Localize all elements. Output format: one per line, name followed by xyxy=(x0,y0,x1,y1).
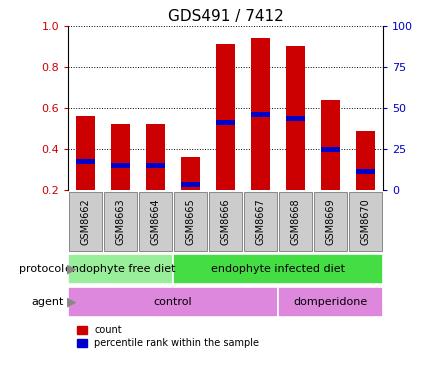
FancyBboxPatch shape xyxy=(314,191,347,251)
Text: GSM8667: GSM8667 xyxy=(256,198,265,245)
Bar xyxy=(76,159,95,164)
Text: GSM8670: GSM8670 xyxy=(360,198,370,245)
Text: GSM8665: GSM8665 xyxy=(186,198,195,245)
FancyBboxPatch shape xyxy=(209,191,242,251)
Text: GSM8669: GSM8669 xyxy=(325,198,335,245)
FancyBboxPatch shape xyxy=(104,191,137,251)
Bar xyxy=(216,120,235,125)
Bar xyxy=(146,124,165,190)
Bar xyxy=(286,46,305,190)
Bar xyxy=(111,124,130,190)
Bar xyxy=(321,100,340,190)
Bar xyxy=(181,182,200,187)
FancyBboxPatch shape xyxy=(279,191,312,251)
Text: GSM8664: GSM8664 xyxy=(150,198,161,245)
Bar xyxy=(356,131,375,190)
Title: GDS491 / 7412: GDS491 / 7412 xyxy=(168,10,283,25)
Text: GSM8666: GSM8666 xyxy=(220,198,231,245)
FancyBboxPatch shape xyxy=(69,191,103,251)
FancyBboxPatch shape xyxy=(139,191,172,251)
FancyBboxPatch shape xyxy=(68,254,173,284)
Text: endophyte infected diet: endophyte infected diet xyxy=(211,264,345,274)
Text: agent: agent xyxy=(31,297,64,307)
Bar xyxy=(146,163,165,168)
Text: ▶: ▶ xyxy=(67,295,77,309)
Text: protocol: protocol xyxy=(18,264,64,274)
Text: domperidone: domperidone xyxy=(293,297,367,307)
Bar xyxy=(111,163,130,168)
Text: control: control xyxy=(154,297,192,307)
FancyBboxPatch shape xyxy=(278,287,383,317)
Bar xyxy=(286,116,305,121)
Bar xyxy=(251,38,270,190)
Text: ▶: ▶ xyxy=(67,262,77,276)
Bar xyxy=(181,157,200,190)
FancyBboxPatch shape xyxy=(348,191,382,251)
FancyBboxPatch shape xyxy=(244,191,277,251)
FancyBboxPatch shape xyxy=(68,287,278,317)
Bar xyxy=(251,112,270,117)
Text: GSM8663: GSM8663 xyxy=(116,198,126,245)
Legend: count, percentile rank within the sample: count, percentile rank within the sample xyxy=(73,321,263,352)
Bar xyxy=(216,44,235,190)
Text: endophyte free diet: endophyte free diet xyxy=(66,264,176,274)
Bar xyxy=(76,116,95,190)
Text: GSM8668: GSM8668 xyxy=(290,198,301,245)
Bar xyxy=(356,169,375,174)
Bar xyxy=(321,146,340,152)
Text: GSM8662: GSM8662 xyxy=(81,198,91,245)
FancyBboxPatch shape xyxy=(174,191,207,251)
FancyBboxPatch shape xyxy=(173,254,383,284)
